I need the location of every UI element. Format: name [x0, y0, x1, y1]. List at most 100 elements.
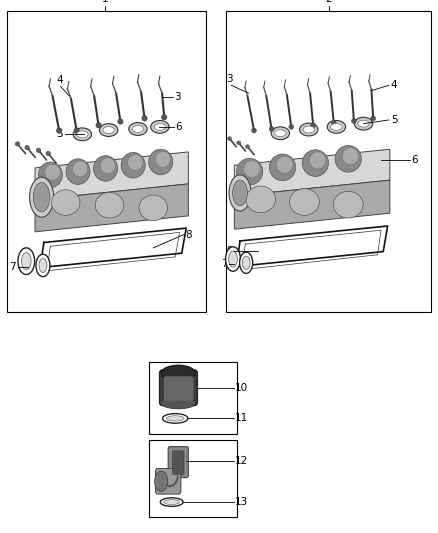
Text: 13: 13	[235, 497, 248, 507]
Polygon shape	[234, 180, 390, 229]
Text: 4: 4	[56, 75, 63, 85]
Ellipse shape	[155, 151, 170, 167]
Bar	[7, 11, 206, 312]
Ellipse shape	[335, 146, 361, 172]
Text: 7: 7	[221, 259, 228, 269]
Ellipse shape	[332, 120, 336, 125]
Ellipse shape	[237, 158, 263, 185]
Polygon shape	[35, 152, 188, 200]
Ellipse shape	[18, 248, 35, 274]
Ellipse shape	[25, 146, 29, 150]
Ellipse shape	[36, 254, 50, 277]
Text: 3: 3	[226, 74, 233, 84]
Ellipse shape	[96, 123, 101, 128]
Ellipse shape	[342, 148, 359, 165]
Ellipse shape	[358, 120, 369, 127]
Ellipse shape	[275, 130, 286, 136]
Text: 3: 3	[174, 92, 181, 102]
Ellipse shape	[132, 126, 144, 132]
Ellipse shape	[39, 259, 47, 272]
Text: 6: 6	[411, 155, 417, 165]
FancyBboxPatch shape	[159, 370, 198, 406]
Text: 5: 5	[391, 115, 397, 125]
Ellipse shape	[161, 397, 196, 409]
Ellipse shape	[118, 119, 123, 124]
Ellipse shape	[142, 116, 147, 121]
Ellipse shape	[100, 158, 116, 174]
Ellipse shape	[93, 156, 117, 181]
Ellipse shape	[166, 416, 184, 421]
Ellipse shape	[72, 161, 88, 177]
Bar	[149, 440, 237, 517]
Ellipse shape	[139, 195, 167, 221]
Bar	[226, 11, 431, 312]
Text: 11: 11	[235, 414, 248, 423]
Ellipse shape	[149, 149, 173, 175]
Ellipse shape	[331, 124, 342, 130]
Ellipse shape	[161, 365, 195, 381]
Text: 7: 7	[9, 262, 15, 271]
Ellipse shape	[303, 126, 314, 133]
Text: 2: 2	[325, 0, 332, 4]
Ellipse shape	[228, 136, 231, 140]
Text: 1: 1	[102, 0, 109, 4]
Ellipse shape	[151, 120, 169, 133]
FancyBboxPatch shape	[155, 469, 181, 494]
Ellipse shape	[21, 253, 31, 270]
Ellipse shape	[74, 128, 79, 133]
Ellipse shape	[155, 471, 168, 491]
Ellipse shape	[52, 190, 80, 215]
Ellipse shape	[57, 128, 62, 133]
Ellipse shape	[154, 124, 166, 130]
Ellipse shape	[129, 123, 147, 135]
Text: 5: 5	[57, 130, 63, 139]
FancyBboxPatch shape	[173, 451, 184, 474]
Ellipse shape	[33, 182, 50, 212]
Text: 4: 4	[391, 80, 397, 90]
Ellipse shape	[309, 152, 326, 169]
Ellipse shape	[269, 154, 296, 181]
Ellipse shape	[160, 498, 183, 506]
Ellipse shape	[271, 127, 290, 140]
Ellipse shape	[127, 155, 143, 171]
Ellipse shape	[333, 191, 363, 218]
Ellipse shape	[162, 414, 188, 423]
Ellipse shape	[99, 124, 118, 136]
Ellipse shape	[240, 252, 253, 273]
Ellipse shape	[300, 123, 318, 136]
Ellipse shape	[246, 186, 276, 213]
Ellipse shape	[164, 500, 180, 504]
Ellipse shape	[103, 127, 114, 134]
Ellipse shape	[45, 164, 60, 180]
Ellipse shape	[290, 189, 319, 215]
Text: 10: 10	[235, 383, 248, 393]
Polygon shape	[234, 149, 390, 196]
Ellipse shape	[66, 159, 90, 184]
Ellipse shape	[73, 128, 92, 141]
Ellipse shape	[36, 148, 41, 152]
Ellipse shape	[95, 192, 124, 218]
Ellipse shape	[242, 256, 250, 270]
Ellipse shape	[162, 115, 167, 120]
FancyBboxPatch shape	[168, 447, 188, 478]
Ellipse shape	[121, 152, 145, 178]
Ellipse shape	[233, 180, 247, 206]
Ellipse shape	[311, 123, 315, 128]
Polygon shape	[35, 184, 188, 232]
Ellipse shape	[269, 126, 274, 132]
Bar	[149, 362, 237, 434]
Text: 8: 8	[185, 230, 191, 239]
Ellipse shape	[245, 144, 249, 148]
Ellipse shape	[251, 128, 257, 133]
Ellipse shape	[327, 120, 346, 133]
Ellipse shape	[289, 124, 294, 130]
Ellipse shape	[77, 131, 88, 138]
Ellipse shape	[351, 118, 357, 124]
Ellipse shape	[229, 251, 237, 267]
Ellipse shape	[244, 160, 260, 177]
FancyBboxPatch shape	[164, 376, 194, 401]
Ellipse shape	[229, 175, 251, 211]
Ellipse shape	[29, 177, 53, 217]
Ellipse shape	[237, 141, 241, 144]
Text: 6: 6	[175, 122, 182, 132]
